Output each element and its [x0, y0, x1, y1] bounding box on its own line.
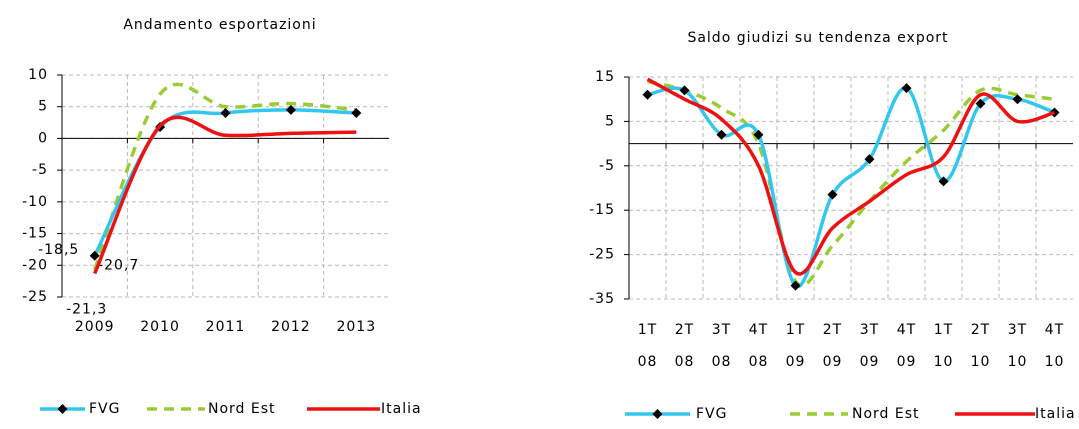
legend-label: FVG: [89, 401, 120, 417]
x-tick-label-line: 4T: [749, 322, 768, 338]
y-tick-label: 15: [595, 69, 615, 85]
x-tick-label: 4T 09: [897, 322, 917, 370]
x-tick-label-line: 2T: [971, 322, 990, 338]
series-line: [647, 79, 1055, 287]
marker: [901, 83, 912, 94]
x-tick-label-line: 4T: [897, 322, 916, 338]
chart-title: Andamento esportazioni: [123, 17, 316, 33]
x-tick-label: 2012: [271, 319, 311, 335]
x-tick-label-line: 08: [712, 354, 732, 370]
y-tick-label: 0: [38, 130, 48, 146]
y-tick-label: 10: [28, 67, 48, 83]
x-tick-label-line: 08: [638, 354, 658, 370]
marker: [1012, 94, 1023, 105]
y-tick-label: -25: [589, 247, 615, 263]
x-tick-label-line: 09: [860, 354, 880, 370]
x-tick-label-line: 2T: [675, 322, 694, 338]
marker: [864, 154, 875, 165]
marker: [938, 176, 949, 187]
x-tick-label-line: 3T: [1008, 322, 1027, 338]
marker: [716, 129, 727, 140]
x-tick-label-line: 1T: [786, 322, 805, 338]
x-tick-label: 2010: [140, 319, 180, 335]
series-line: [93, 82, 357, 271]
marker: [351, 108, 362, 119]
legend-marker: [652, 409, 663, 419]
y-tick-label: 5: [38, 99, 48, 115]
y-tick-label: -5: [32, 162, 48, 178]
marker: [89, 250, 100, 261]
legend-marker: [57, 404, 68, 414]
x-tick-label-line: 1T: [638, 322, 657, 338]
data-label: -18,5: [38, 242, 79, 258]
x-tick-label: 2T 09: [823, 322, 843, 370]
y-tick-label: -15: [22, 226, 48, 242]
x-tick-label: 2011: [206, 319, 246, 335]
x-tick-label-line: 09: [897, 354, 917, 370]
y-tick-label: -5: [599, 158, 615, 174]
y-tick-label: -35: [589, 291, 615, 307]
series-line: [647, 86, 1056, 289]
x-tick-label: 2009: [75, 319, 115, 335]
marker: [975, 98, 986, 109]
x-tick-label: 1T 08: [638, 322, 658, 370]
legend-label: Italia: [1035, 406, 1076, 422]
marker: [220, 108, 231, 119]
chart-title: Saldo giudizi su tendenza export: [687, 30, 948, 46]
legend-label: Nord Est: [208, 401, 276, 417]
y-tick-label: -20: [22, 257, 48, 273]
x-tick-label: 1T 09: [786, 322, 806, 370]
y-tick-label: 5: [605, 113, 615, 129]
x-tick-label-line: 3T: [860, 322, 879, 338]
legend-label: Nord Est: [852, 406, 920, 422]
series-line: [93, 115, 357, 275]
data-label: -20,7: [98, 258, 139, 274]
data-label: -21,3: [66, 302, 107, 318]
x-tick-label-line: 2T: [823, 322, 842, 338]
x-tick-label: 2T 10: [971, 322, 991, 370]
x-tick-label: 3T 08: [712, 322, 732, 370]
x-tick-label-line: 10: [971, 354, 991, 370]
x-tick-label: 2013: [336, 319, 376, 335]
x-tick-label-line: 08: [675, 354, 695, 370]
marker: [790, 280, 801, 291]
marker: [285, 104, 296, 115]
y-tick-label: -25: [22, 289, 48, 305]
x-tick-label-line: 09: [823, 354, 843, 370]
x-tick-label: 2T 08: [675, 322, 695, 370]
marker: [753, 129, 764, 140]
marker: [642, 89, 653, 100]
x-tick-label-line: 08: [749, 354, 769, 370]
x-tick-label-line: 1T: [934, 322, 953, 338]
x-tick-label-line: 10: [1008, 354, 1028, 370]
x-tick-label: 4T 08: [749, 322, 769, 370]
x-tick-label-line: 09: [786, 354, 806, 370]
legend-label: FVG: [696, 406, 727, 422]
x-tick-label: 3T 09: [860, 322, 880, 370]
marker: [679, 85, 690, 96]
x-tick-label-line: 10: [1045, 354, 1065, 370]
marker: [827, 189, 838, 200]
x-tick-label-line: 10: [934, 354, 954, 370]
x-tick-label: 1T 10: [934, 322, 954, 370]
y-tick-label: -10: [22, 194, 48, 210]
legend-label: Italia: [381, 401, 422, 417]
x-tick-label-line: 4T: [1045, 322, 1064, 338]
y-tick-label: -15: [589, 202, 615, 218]
series-line: [646, 77, 1056, 276]
x-tick-label-line: 3T: [712, 322, 731, 338]
x-tick-label: 4T 10: [1045, 322, 1065, 370]
series-line: [93, 108, 357, 257]
x-tick-label: 3T 10: [1008, 322, 1028, 370]
